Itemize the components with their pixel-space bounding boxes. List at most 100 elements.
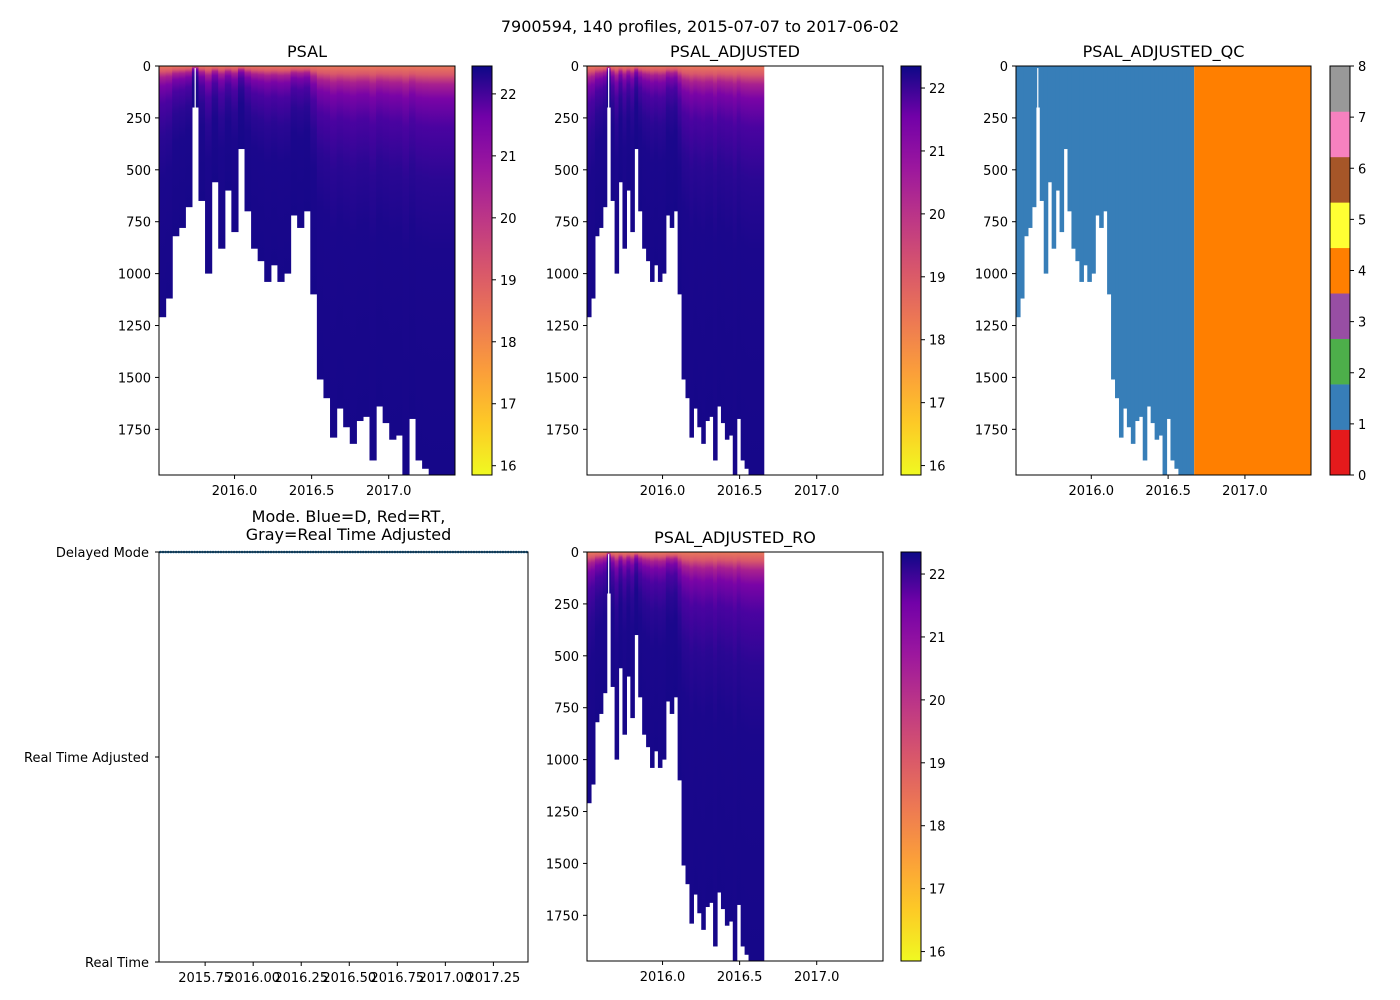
psal-adjusted-ro-y-tick-label: 1250: [546, 806, 579, 821]
psal-colorbar-tick-label: 18: [500, 336, 517, 351]
psal-adjusted-qc-colorbar-tick-label: 0: [1358, 469, 1366, 484]
psal-adjusted-ro-profile-bar: [642, 552, 647, 735]
psal-adjusted-qc-y-tick-label: 0: [1000, 60, 1008, 75]
psal-adjusted-ro-profile-bar: [650, 552, 655, 768]
psal-y-tick-label: 250: [126, 112, 151, 127]
psal-colorbar-frame: [471, 65, 493, 476]
psal-adjusted-ro-profile-bar: [740, 552, 746, 947]
psal-adjusted-qc-colorbar-tick-label: 6: [1358, 162, 1366, 177]
psal-adjusted-ro-colorbar-tick-label: 18: [929, 820, 946, 835]
psal-y-tick-label: 0: [143, 60, 151, 75]
psal-adjusted-ro-profile-bar: [760, 552, 765, 961]
psal-adjusted-qc-profile-bar: [1122, 66, 1128, 409]
psal-adjusted-profile-bar: [752, 66, 758, 475]
psal-colorbar-tick-label: 20: [500, 212, 517, 227]
psal-adjusted-profile-bar: [728, 66, 734, 436]
psal-adjusted-qc-profile-bar: [1099, 66, 1104, 228]
psal-adjusted-ro-profile-bar: [661, 552, 667, 760]
psal-adjusted-profile-bar: [602, 66, 608, 208]
psal-adjusted-profile-bar: [740, 66, 746, 461]
psal-adjusted-profile-bar: [717, 66, 722, 407]
psal-adjusted-profile-bar: [713, 66, 718, 461]
psal-profile-bar: [198, 66, 206, 201]
psal-adjusted-colorbar-tick-label: 21: [929, 145, 946, 160]
psal-adjusted-ro-axes-frame: [586, 551, 884, 962]
psal-adjusted-qc-profile-bar: [1166, 66, 1172, 419]
psal-adjusted-qc-profile-bar: [1083, 66, 1088, 266]
psal-profile-bar: [172, 66, 180, 237]
psal-adjusted-qc-profile-bar: [1016, 66, 1021, 318]
psal-adjusted-colorbar-tick-label: 16: [929, 460, 946, 475]
psal-adjusted-qc-profile-bar: [1027, 66, 1033, 228]
psal-adjusted-profile-bar: [736, 66, 742, 419]
psal-adjusted-qc-profile-bar: [1071, 66, 1077, 249]
psal-adjusted-axes-frame: [586, 65, 884, 476]
psal-adjusted-ro-colorbar-gradient: [901, 552, 921, 961]
psal-profile-bar: [165, 66, 173, 299]
psal-adjusted-ro-profile-bar: [728, 552, 734, 922]
psal-adjusted-ro-x-tick-label: 2016.5: [717, 970, 763, 985]
psal-title: PSAL: [287, 42, 327, 61]
psal-adjusted-ro-profile-bar: [697, 552, 702, 914]
psal-profile-bar: [244, 66, 252, 212]
psal-adjusted-qc-profile-bar: [1138, 66, 1144, 417]
psal-adjusted-qc-profile-bar: [1186, 66, 1191, 475]
psal-adjusted-profile-bar: [646, 66, 651, 262]
psal-adjusted-ro-profile-bar: [681, 552, 687, 866]
psal-profile-bar: [264, 66, 272, 282]
psal-adjusted-title: PSAL_ADJUSTED: [670, 42, 800, 62]
psal-adjusted-qc-y-tick-label: 1000: [975, 268, 1008, 283]
psal-adjusted-ro-profiles: [587, 552, 765, 961]
psal-adjusted-profile-bar: [590, 66, 596, 299]
mode-x-tick-label: 2016.00: [226, 971, 280, 986]
psal-adjusted-qc-colorbar-segment: [1330, 202, 1350, 249]
psal-profile-bar: [205, 66, 213, 274]
psal-adjusted-profile-bar: [634, 66, 639, 150]
psal-adjusted-qc-colorbar-segment: [1330, 429, 1350, 476]
psal-adjusted-y-tick-label: 1000: [546, 268, 579, 283]
psal-adjusted-profile-bar: [614, 66, 620, 274]
psal-adjusted-qc-profile-bar: [1023, 66, 1029, 237]
psal-adjusted-qc-profile-bar: [1154, 66, 1160, 440]
psal-adjusted-ro-title: PSAL_ADJUSTED_RO: [654, 528, 816, 548]
psal-adjusted-qc-colorbar-segment: [1330, 247, 1350, 294]
psal-adjusted-ro-y-tick-label: 1000: [546, 754, 579, 769]
psal-profile-bar: [330, 66, 338, 438]
psal-adjusted-qc-colorbar-segment: [1330, 293, 1350, 339]
psal-adjusted-qc-profile-bar: [1111, 66, 1116, 380]
psal-adjusted-qc-colorbar-tick-label: 2: [1358, 367, 1366, 382]
psal-adjusted-ro-profile-bar: [736, 552, 742, 905]
psal-adjusted-qc-colorbar-segment: [1330, 111, 1350, 158]
psal-adjusted-x-tick-label: 2016.5: [717, 484, 763, 499]
psal-profile-bar: [159, 66, 167, 318]
mode-axes-frame: [158, 551, 529, 963]
psal-adjusted-qc-profile-bar: [1019, 66, 1025, 299]
psal-adjusted-profile-bar: [685, 66, 691, 399]
psal-adjusted-colorbar-tick-label: 19: [929, 271, 946, 286]
psal-adjusted-ro-profile-bar: [665, 552, 671, 702]
psal-adjusted-ro-profile-bar: [713, 552, 718, 947]
psal-colorbar-tick-label: 17: [500, 398, 517, 413]
psal-y-tick-label: 500: [126, 164, 151, 179]
psal-profile-bar: [408, 66, 417, 419]
psal-adjusted-profile-bar: [744, 66, 750, 469]
psal-profile-bar: [231, 66, 239, 233]
psal-adjusted-qc-profile-bar: [1126, 66, 1132, 428]
psal-adjusted-profile-bar: [697, 66, 702, 428]
psal-adjusted-colorbar-frame: [900, 65, 922, 476]
psal-adjusted-x-tick-label: 2017.0: [794, 484, 840, 499]
psal-adjusted-qc-profile-bar: [1178, 66, 1183, 475]
psal-adjusted-profile-bar: [748, 66, 754, 475]
psal-y-tick-label: 1000: [118, 268, 151, 283]
psal-profile-bar: [362, 66, 371, 417]
psal-adjusted-ro-profile-bar: [673, 552, 679, 698]
psal-adjusted-profile-bar: [720, 66, 726, 424]
psal-profile-bar: [283, 66, 292, 274]
psal-profile-bar: [336, 66, 344, 409]
psal-adjusted-x-tick-label: 2016.0: [640, 484, 686, 499]
psal-adjusted-ro-profile-bar: [594, 552, 600, 723]
psal-adjusted-ro-profile-bar: [717, 552, 722, 893]
psal-profile-bar: [369, 66, 377, 461]
psal-profile-bar: [310, 66, 318, 295]
